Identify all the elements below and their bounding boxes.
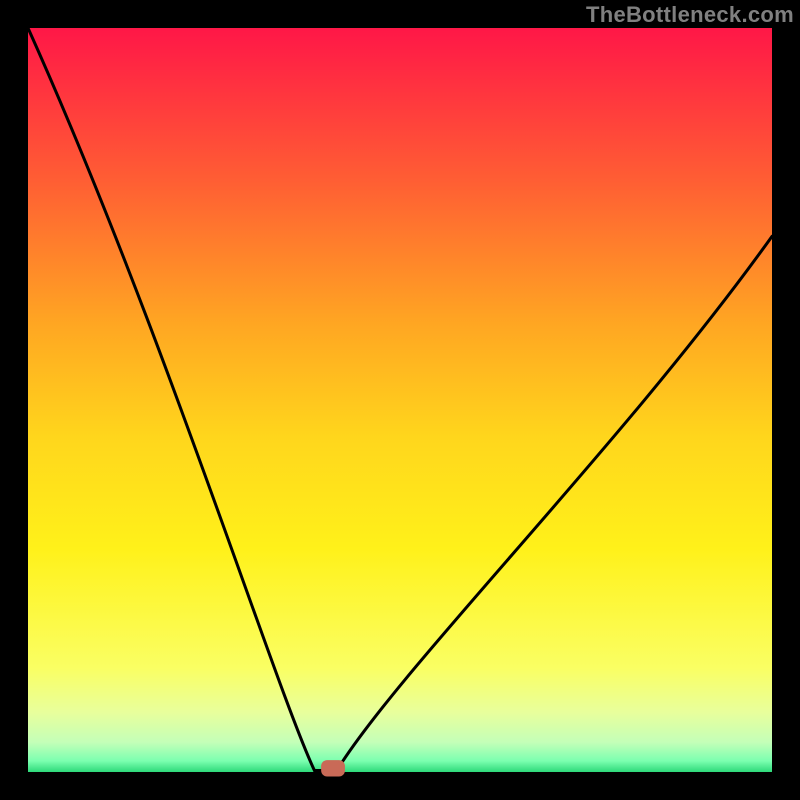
optimum-marker	[321, 760, 345, 776]
bottleneck-chart	[0, 0, 800, 800]
plot-background	[28, 28, 772, 772]
watermark-text: TheBottleneck.com	[586, 2, 794, 28]
